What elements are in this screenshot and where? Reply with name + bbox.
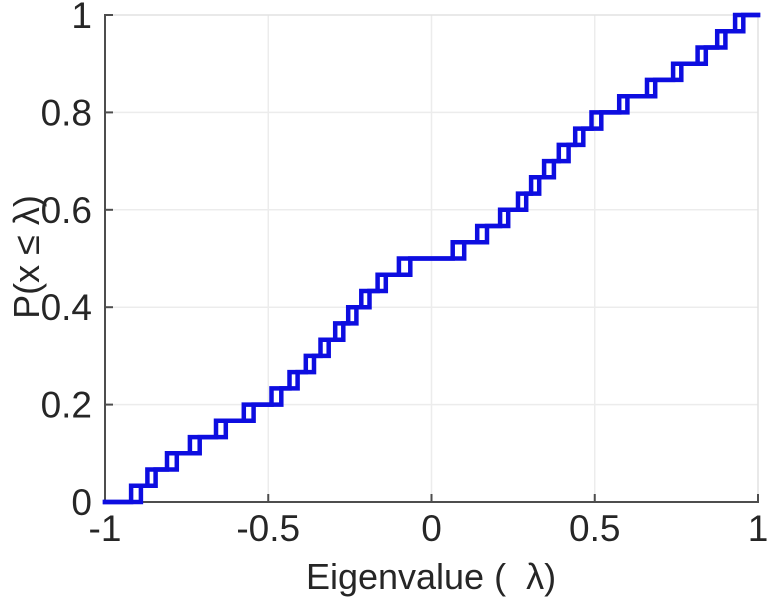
x-tick-label: 0 <box>421 508 442 549</box>
y-tick-label: 0.2 <box>41 385 92 426</box>
y-tick-label: 0.4 <box>41 287 92 328</box>
x-tick-label: 1 <box>748 508 768 549</box>
x-tick-label: -1 <box>89 508 122 549</box>
y-tick-label: 1 <box>71 0 92 36</box>
ecdf-curve-2-line <box>102 12 761 505</box>
y-tick-label: 0 <box>71 482 92 523</box>
y-tick-label: 0.6 <box>41 190 92 231</box>
x-tick-label: 0.5 <box>569 508 620 549</box>
y-tick-label: 0.8 <box>41 92 92 133</box>
x-tick-label: -0.5 <box>236 508 300 549</box>
